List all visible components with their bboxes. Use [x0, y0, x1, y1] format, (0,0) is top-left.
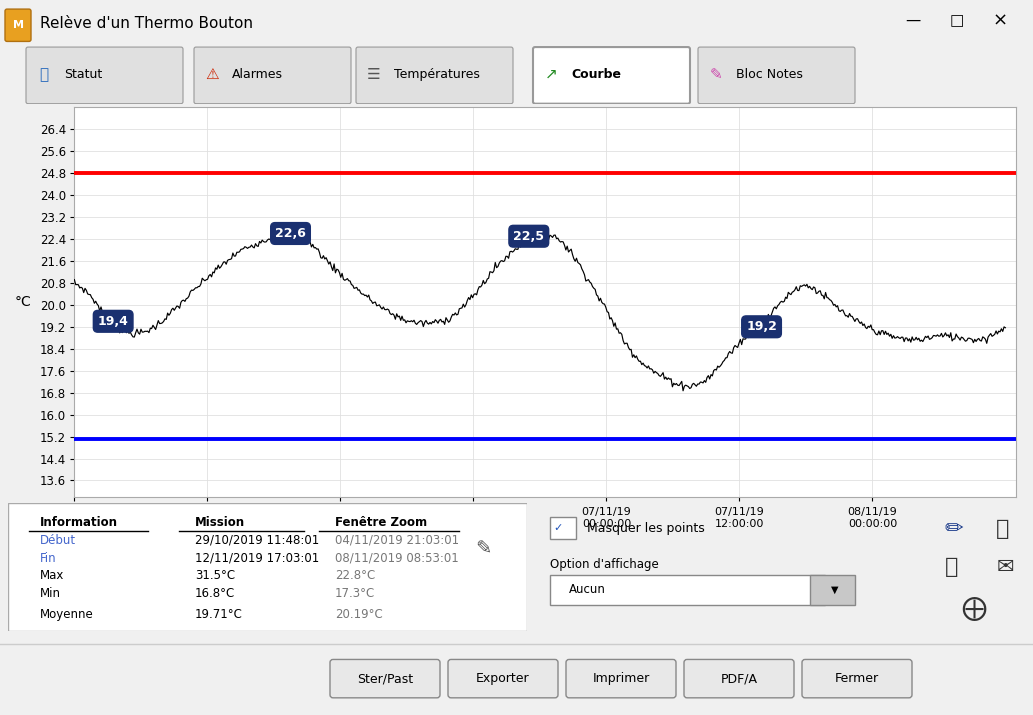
Text: 31.5°C: 31.5°C [195, 569, 236, 583]
Text: ☰: ☰ [367, 67, 381, 82]
Text: Relève d'un Thermo Bouton: Relève d'un Thermo Bouton [40, 16, 253, 31]
Text: Fermer: Fermer [835, 672, 879, 685]
Text: 19.71°C: 19.71°C [195, 608, 243, 621]
Text: Courbe: Courbe [571, 68, 621, 81]
Text: Bloc Notes: Bloc Notes [735, 68, 803, 81]
Text: Statut: Statut [64, 68, 102, 81]
Text: □: □ [950, 13, 965, 28]
Text: ✓: ✓ [553, 523, 562, 533]
FancyBboxPatch shape [802, 659, 912, 698]
Text: 17.3°C: 17.3°C [335, 587, 375, 600]
Text: Max: Max [39, 569, 64, 583]
Text: 19,4: 19,4 [98, 315, 128, 327]
Y-axis label: °C: °C [14, 295, 31, 309]
FancyBboxPatch shape [5, 9, 31, 41]
Bar [550, 575, 825, 605]
Text: PDF/A: PDF/A [720, 672, 757, 685]
Bar [550, 518, 576, 539]
Text: 04/11/2019 21:03:01: 04/11/2019 21:03:01 [335, 534, 459, 547]
Text: ⎙: ⎙ [996, 519, 1009, 539]
FancyBboxPatch shape [194, 47, 351, 104]
Text: Information: Information [39, 516, 118, 529]
Text: Températures: Températures [394, 68, 480, 81]
Text: ×: × [993, 11, 1008, 29]
Text: 22,6: 22,6 [275, 227, 306, 240]
FancyBboxPatch shape [330, 659, 440, 698]
Text: Alarmes: Alarmes [232, 68, 283, 81]
Text: 16.8°C: 16.8°C [195, 587, 236, 600]
Text: Masquer les points: Masquer les points [587, 522, 705, 535]
Text: Mission: Mission [195, 516, 245, 529]
Text: ✉: ✉ [996, 557, 1013, 577]
Text: 12/11/2019 17:03:01: 12/11/2019 17:03:01 [195, 551, 319, 565]
Text: Imprimer: Imprimer [592, 672, 650, 685]
Text: ✎: ✎ [475, 540, 492, 558]
Text: ⎘: ⎘ [944, 557, 958, 577]
Text: Option d'affichage: Option d'affichage [550, 558, 659, 571]
Text: Exporter: Exporter [476, 672, 530, 685]
Text: 22.8°C: 22.8°C [335, 569, 375, 583]
Text: 20.19°C: 20.19°C [335, 608, 382, 621]
Text: 29/10/2019 11:48:01: 29/10/2019 11:48:01 [195, 534, 319, 547]
FancyBboxPatch shape [698, 47, 855, 104]
Text: ⨁: ⨁ [962, 597, 987, 621]
FancyBboxPatch shape [356, 47, 513, 104]
Text: ▼: ▼ [831, 585, 838, 595]
FancyBboxPatch shape [684, 659, 794, 698]
FancyBboxPatch shape [26, 47, 183, 104]
Text: 19,2: 19,2 [746, 320, 777, 333]
Text: ⚠: ⚠ [206, 67, 219, 82]
Text: Aucun: Aucun [568, 583, 605, 596]
Text: Début: Début [39, 534, 75, 547]
Text: ✏: ✏ [944, 519, 963, 539]
Text: Min: Min [39, 587, 60, 600]
Text: —: — [905, 13, 920, 28]
Bar [810, 575, 855, 605]
Text: M: M [12, 20, 24, 30]
Text: Fenêtre Zoom: Fenêtre Zoom [335, 516, 427, 529]
Text: ↗: ↗ [544, 67, 558, 82]
Text: 08/11/2019 08:53:01: 08/11/2019 08:53:01 [335, 551, 459, 565]
Text: Fin: Fin [39, 551, 56, 565]
Text: ⓘ: ⓘ [39, 67, 49, 82]
FancyBboxPatch shape [566, 659, 676, 698]
Text: ✎: ✎ [710, 67, 722, 82]
FancyBboxPatch shape [533, 47, 690, 104]
Text: Ster/Past: Ster/Past [357, 672, 413, 685]
Text: 22,5: 22,5 [513, 230, 544, 242]
FancyBboxPatch shape [448, 659, 558, 698]
Text: Moyenne: Moyenne [39, 608, 93, 621]
